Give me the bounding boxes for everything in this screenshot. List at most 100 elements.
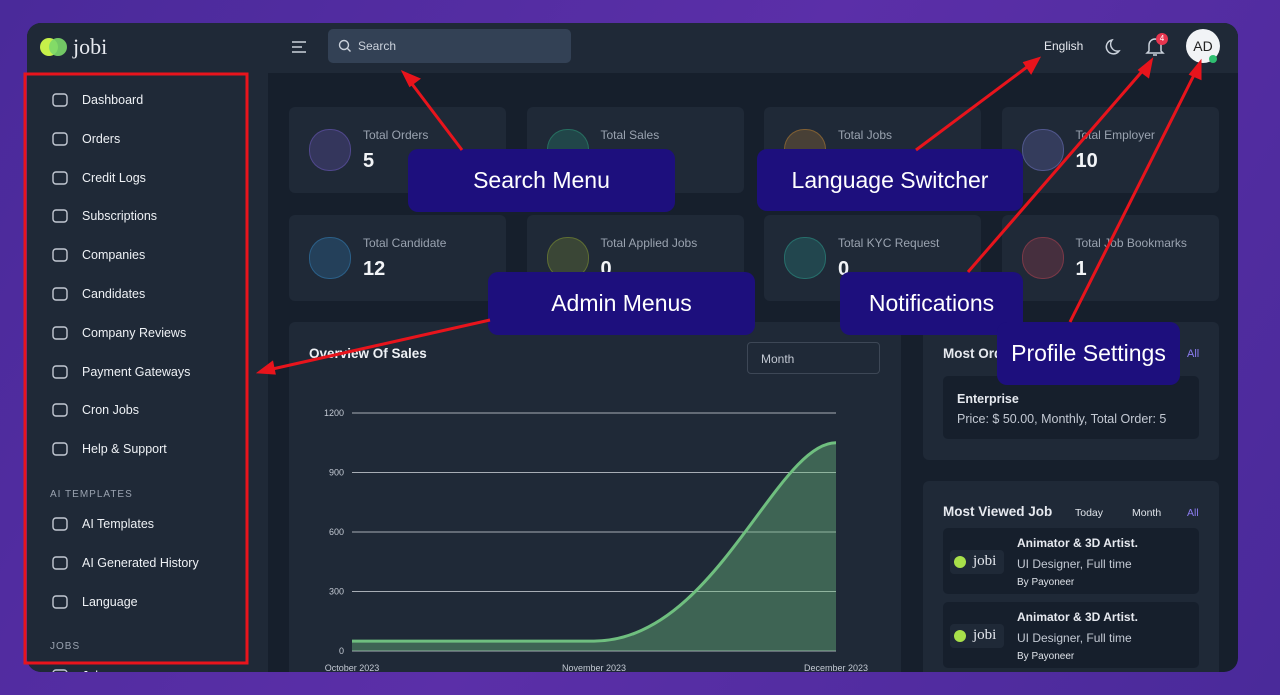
stat-label: Total Employer [1075, 128, 1155, 142]
period-label: Month [761, 352, 795, 366]
nav-icon [52, 170, 68, 185]
stat-value: 12 [363, 258, 386, 280]
stat-icon [309, 129, 351, 171]
nav-label: Orders [82, 131, 121, 146]
nav-label: Candidates [82, 287, 146, 301]
nav-item[interactable]: Language [41, 589, 241, 615]
x-tick-label: December 2023 [804, 663, 868, 672]
nav-icon [52, 248, 68, 262]
job-logo: jobi [950, 550, 1004, 574]
stat-card: Total Employer 10 [1001, 107, 1219, 193]
line [351, 441, 837, 643]
nav-item[interactable]: Help & Support [41, 436, 241, 462]
header: jobi Search English 4 AD [27, 23, 1238, 73]
nav-item[interactable]: AI Templates [41, 511, 241, 537]
nav-item[interactable]: Jobs [41, 663, 241, 672]
nav-label: Cron Jobs [82, 403, 139, 418]
most-viewed-card: Most Viewed Job Today Month All jobi Animator… [923, 481, 1219, 672]
period-select[interactable] [747, 342, 880, 374]
job-title: Animator & 3D Artist. [1017, 536, 1138, 550]
card-title: Most Viewed Job [943, 504, 1053, 519]
stat-value: 10 [1075, 150, 1098, 172]
stat-icon [1021, 237, 1064, 279]
chart: 0 300 600 900 1200 October 2023 November 2023 D… [324, 408, 868, 672]
menu-toggle[interactable] [291, 40, 307, 54]
search-icon [338, 39, 351, 52]
plan-box: Enterprise Price: $ 50.00, Monthly, Total… [943, 376, 1199, 439]
chart-title: Overview Of Sales [309, 346, 427, 361]
y-tick-label: 0 [339, 646, 344, 656]
theme-toggle[interactable] [1105, 37, 1125, 57]
nav-label: Help & Support [82, 442, 167, 457]
nav-item[interactable]: Cron Jobs [41, 397, 241, 423]
job-meta: UI Designer, Full time [1017, 631, 1132, 645]
icon-shape [52, 132, 68, 146]
filter-tab[interactable]: Month [1132, 507, 1162, 519]
nav-item[interactable]: Payment Gateways [41, 359, 241, 385]
x-tick-label: October 2023 [325, 663, 380, 672]
stat-label: Total Applied Jobs [600, 236, 698, 250]
language-switcher[interactable]: English [1044, 39, 1084, 53]
icon-shape [52, 669, 68, 672]
nav-label: AI Templates [82, 517, 155, 531]
filter-tab[interactable]: Today [1075, 507, 1104, 519]
annotation-label: Admin Menus [488, 272, 755, 335]
icon-shape [52, 209, 68, 224]
job-item[interactable]: jobi Animator & 3D Artist. UI Designer, Fu… [943, 528, 1199, 594]
avatar[interactable]: AD [1186, 29, 1220, 63]
nav-icon [52, 209, 68, 224]
logo-icon [40, 38, 67, 56]
nav-icon [52, 442, 68, 456]
annotation-label: Language Switcher [757, 149, 1023, 211]
sidebar: Dashboard Orders Credit Logs Subscriptions C… [27, 73, 268, 672]
section-title: JOBS [50, 641, 81, 653]
icon-shape [52, 594, 68, 609]
annotation-label: Search Menu [408, 149, 675, 212]
icon-shape [52, 326, 68, 340]
nav-item[interactable]: Candidates [41, 281, 241, 307]
section-title: AI TEMPLATES [50, 489, 133, 500]
search-placeholder: Search [358, 39, 397, 53]
filter-tab[interactable]: All [1187, 507, 1199, 519]
notification-count: 4 [1156, 33, 1168, 45]
nav-item[interactable]: Company Reviews [41, 320, 241, 346]
nav-icon [52, 364, 68, 379]
job-company: By Payoneer [1017, 651, 1075, 662]
nav-icon [52, 556, 68, 570]
y-tick-label: 300 [329, 587, 344, 597]
nav-item[interactable]: Companies [41, 242, 241, 268]
nav-icon [52, 669, 68, 672]
nav-item[interactable]: AI Generated History [41, 550, 241, 576]
icon-shape [52, 93, 68, 107]
search-box[interactable]: Search [328, 29, 571, 63]
annotation-label: Profile Settings [997, 322, 1180, 385]
stat-value: 0 [600, 258, 612, 280]
nav-item[interactable]: Credit Logs [41, 165, 241, 191]
main: Total Orders 5 Total Sales Total Jobs Total … [268, 73, 1238, 672]
nav-label: Dashboard [82, 93, 144, 107]
logo-dot [954, 630, 966, 642]
brand: jobi [73, 34, 108, 59]
stat-value: 5 [363, 150, 375, 172]
nav-item[interactable]: Subscriptions [41, 203, 241, 229]
logo-text: jobi [973, 553, 997, 569]
logo-text: jobi [973, 627, 997, 643]
stat-icon [1021, 129, 1064, 171]
nav-label: Subscriptions [82, 209, 158, 224]
icon-shape [52, 556, 68, 570]
nav-item[interactable]: Orders [41, 126, 241, 152]
plan-details: Price: $ 50.00, Monthly, Total Order: 5 [957, 412, 1167, 426]
nav-item[interactable]: Dashboard [41, 87, 241, 113]
card-link[interactable]: All [1187, 348, 1200, 360]
icon-shape [52, 287, 68, 301]
y-tick-label: 600 [329, 527, 344, 537]
highlight-box [23, 72, 249, 665]
job-item[interactable]: jobi Animator & 3D Artist. UI Designer, Fu… [943, 602, 1199, 668]
y-tick-label: 900 [329, 468, 344, 478]
area [352, 442, 836, 651]
icon-shape [52, 170, 68, 185]
stat-value: 1 [1075, 258, 1087, 280]
stat-label: Total Job Bookmarks [1075, 236, 1187, 250]
